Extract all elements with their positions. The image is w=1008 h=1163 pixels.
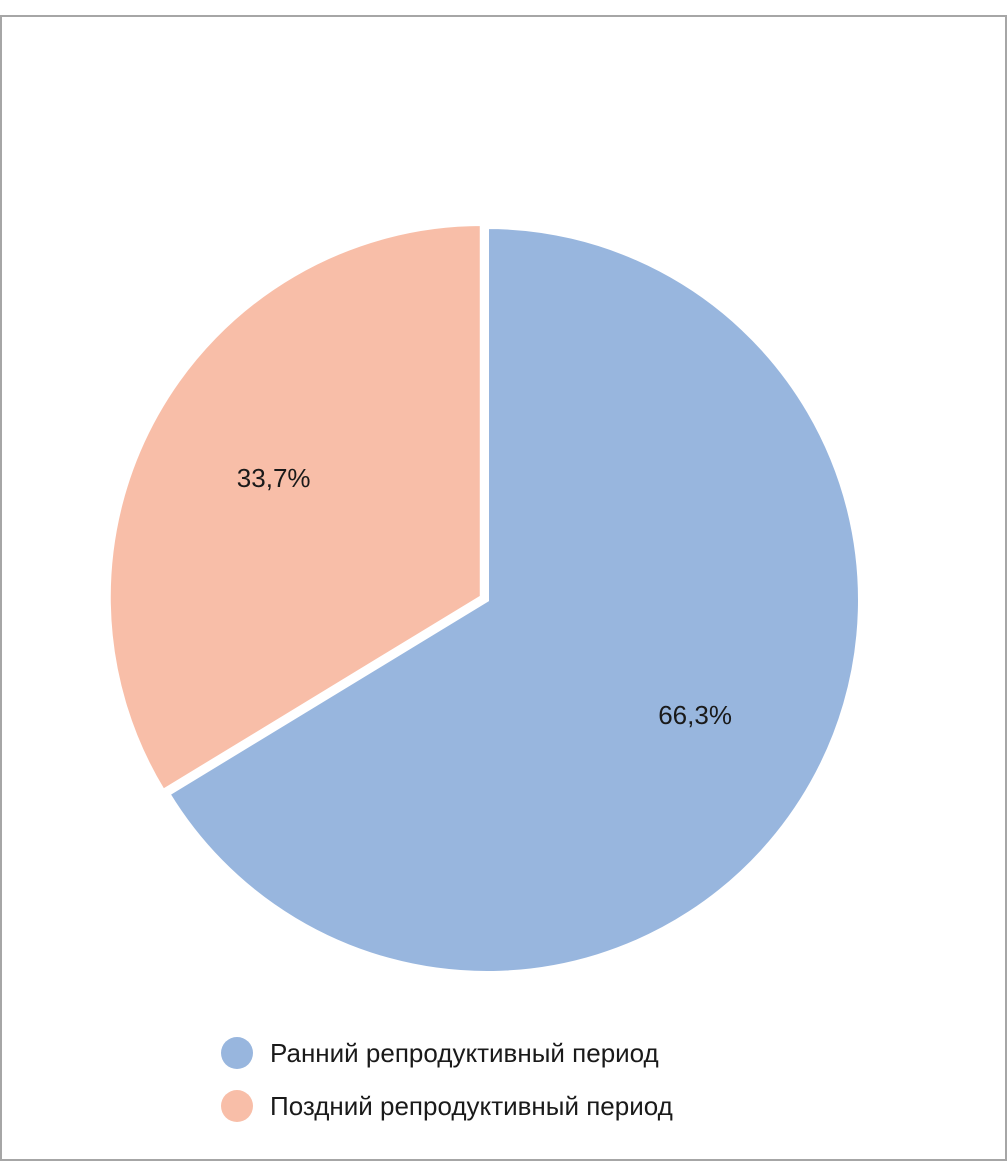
value-label: 66,3%	[658, 700, 732, 730]
legend-label: Поздний репродуктивный период	[270, 1091, 673, 1121]
pie-slice	[106, 222, 484, 794]
legend-marker	[221, 1037, 253, 1069]
legend-marker	[221, 1090, 253, 1122]
pie-slice	[165, 224, 862, 975]
chart-border	[0, 15, 1007, 1161]
legend-label: Ранний репродуктивный период	[270, 1038, 659, 1068]
value-label: 33,7%	[237, 463, 311, 493]
